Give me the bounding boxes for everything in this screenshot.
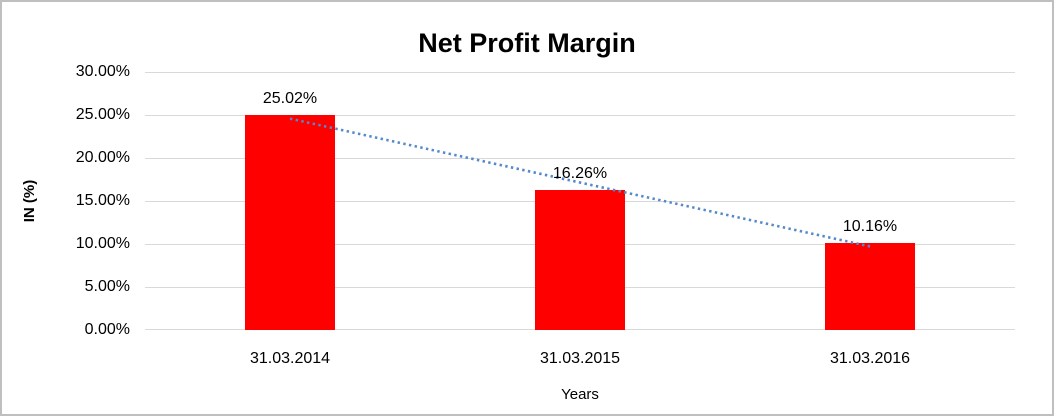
bar-data-label: 10.16% xyxy=(842,217,898,235)
bar-data-label: 16.26% xyxy=(552,165,608,183)
gridline xyxy=(145,115,1015,116)
x-axis-tick-label: 31.03.2014 xyxy=(249,350,331,367)
chart-title: Net Profit Margin xyxy=(418,28,636,58)
trendline-path xyxy=(289,117,871,248)
plot-area: 25.02% 16.26% 10.16% xyxy=(145,72,1015,330)
y-axis-tick-label: 0.00% xyxy=(84,321,130,338)
y-axis-tick-label: 15.00% xyxy=(75,192,130,209)
bar xyxy=(825,242,915,330)
trendline xyxy=(289,117,871,248)
y-axis-tick-label: 5.00% xyxy=(84,278,130,295)
bar-data-label: 25.02% xyxy=(262,89,318,107)
bar xyxy=(535,190,625,330)
gridline xyxy=(145,72,1015,73)
bar xyxy=(245,114,335,330)
gridline xyxy=(145,158,1015,159)
y-axis-tick-label: 20.00% xyxy=(75,149,130,166)
y-axis-tick-label: 25.00% xyxy=(75,106,130,123)
x-axis-tick-label: 31.03.2015 xyxy=(539,350,621,367)
x-axis-tick-label: 31.03.2016 xyxy=(829,350,911,367)
x-axis-title: Years xyxy=(561,386,599,403)
y-axis-tick-label: 30.00% xyxy=(75,63,130,80)
y-axis-tick-label: 10.00% xyxy=(75,235,130,252)
